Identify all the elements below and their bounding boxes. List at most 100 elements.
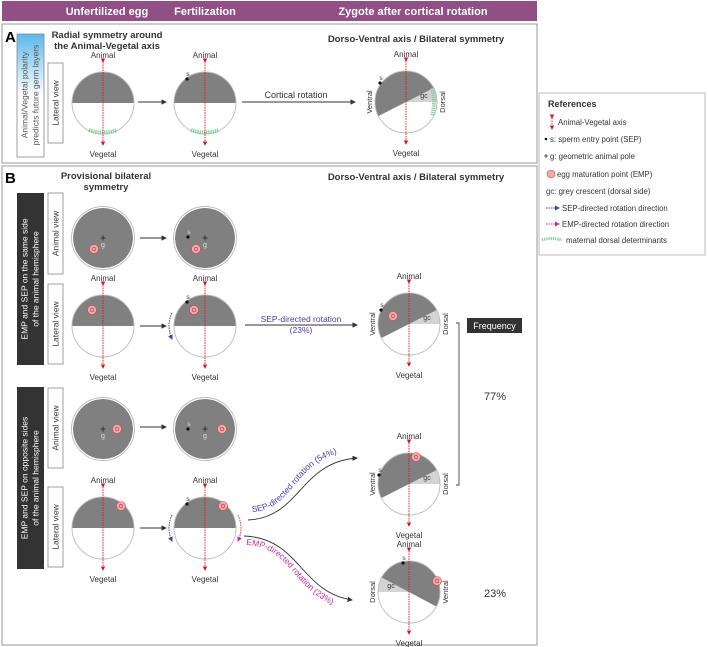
- polarity-note-line-1: Animal/Vegetal polarity: [20, 51, 30, 138]
- dorsal-label: Dorsal: [368, 581, 377, 603]
- dorsal-label: Dorsal: [441, 473, 450, 495]
- ventral-label: Ventral: [441, 580, 450, 604]
- legend: References Animal-Vegetal axis s: sperm e…: [538, 92, 706, 256]
- case-same-side-box: [17, 193, 44, 365]
- dorsal-label: Dorsal: [441, 313, 450, 335]
- sperm-entry-point: [186, 427, 190, 431]
- legend-item-label: maternal dorsal determinants: [566, 236, 667, 245]
- case-same-line-1: EMP and SEP on the same side: [20, 218, 30, 339]
- vegetal-label: Vegetal: [396, 531, 423, 540]
- egg-maturation-point: [191, 244, 201, 254]
- egg-b4-fertilized-lateral: Animal Vegetal s: [168, 476, 242, 584]
- b-row4-lateral-view-label: Lateral view: [51, 503, 61, 549]
- legend-item-label: egg maturation point (EMP): [557, 170, 653, 179]
- sperm-entry-label: s: [380, 302, 384, 309]
- animal-label: Animal: [193, 51, 218, 60]
- egg-a-fertilized: Animal Vegetal s: [173, 51, 237, 159]
- egg-maturation-point-core: [434, 578, 440, 584]
- emp-rotation-direction: [237, 514, 242, 542]
- frequency-label: Frequency: [473, 321, 516, 331]
- legend-item: egg maturation point (EMP): [546, 169, 653, 179]
- legend-item: SEP-directed rotation direction: [546, 204, 668, 213]
- sep-rotation-label-opposite: SEP-directed rotation (54%): [251, 446, 338, 514]
- panel-a-title-left-2: the Animal-Vegetal axis: [54, 41, 160, 52]
- panel-a-box: [1, 23, 538, 164]
- maternal-determinants: [430, 87, 436, 117]
- legend-item: EMP-directed rotation direction: [546, 220, 669, 229]
- vegetal-label: Vegetal: [192, 373, 219, 382]
- geometric-pole-icon: [544, 154, 548, 158]
- rotated-cortex: [378, 561, 440, 610]
- sep-rotation-label-same: SEP-directed rotation: [261, 314, 342, 324]
- animal-label: Animal: [91, 476, 116, 485]
- legend-title: References: [548, 99, 597, 109]
- cortical-rotation-label: Cortical rotation: [264, 90, 327, 100]
- panel-a-title-right: Dorso-Ventral axis / Bilateral symmetry: [328, 34, 505, 45]
- vegetal-label: Vegetal: [90, 373, 117, 382]
- geometric-pole-marker: [100, 235, 106, 241]
- egg-maturation-point-core: [390, 313, 396, 319]
- panel-a-letter: A: [5, 29, 16, 46]
- egg-maturation-point: [411, 452, 421, 462]
- egg-b2-fertilized-lateral: Animal Vegetal s: [168, 274, 237, 382]
- egg-maturation-point: [189, 305, 199, 315]
- egg-maturation-point-core: [118, 503, 124, 509]
- panel-b-title-left-1: Provisional bilateral: [61, 171, 151, 182]
- egg-maturation-point-core: [114, 426, 120, 432]
- animal-label: Animal: [397, 540, 422, 549]
- frequency-emp-value: 23%: [484, 588, 506, 600]
- frequency-sep-value: 77%: [484, 391, 506, 403]
- panel-b-title-right: Dorso-Ventral axis / Bilateral symmetry: [328, 172, 505, 183]
- sperm-entry-label: s: [186, 71, 190, 78]
- legend-item-label: s: sperm entry point (SEP): [550, 135, 642, 144]
- rotated-cortex: [378, 453, 440, 501]
- header-bar: [2, 1, 537, 21]
- sperm-entry-point: [378, 81, 382, 85]
- panel-a-lateral-view-box: [47, 62, 64, 144]
- sperm-entry-label: s: [187, 421, 191, 428]
- legend-item-label: Animal-Vegetal axis: [558, 118, 627, 127]
- panel-b-box: [1, 165, 538, 646]
- animal-label: Animal: [397, 432, 422, 441]
- egg-b4-zygote-emp: gc Animal Vegetal s Dorsal Ventral: [368, 540, 450, 647]
- rotated-cortex: [375, 71, 437, 119]
- sep-rotation-direction: [168, 312, 173, 340]
- egg-maturation-point-core: [193, 246, 199, 252]
- maternal-determinants-icon: [541, 237, 563, 242]
- panel-a-lateral-view-label: Lateral view: [51, 79, 61, 125]
- vegetal-label: Vegetal: [192, 150, 219, 159]
- egg-maturation-point-core: [89, 307, 95, 313]
- gc-label: gc: [420, 93, 428, 100]
- geometric-pole-label: g: [101, 242, 105, 249]
- sperm-entry-point: [185, 300, 189, 304]
- gc-label: gc: [423, 315, 431, 322]
- egg-maturation-point-core: [191, 307, 197, 313]
- egg-b1-unfertilized-animal: g: [71, 206, 135, 270]
- animal-label: Animal: [91, 51, 116, 60]
- b-row3-animal-view-label: Animal view: [51, 404, 61, 450]
- sperm-entry-point: [401, 561, 405, 565]
- geometric-pole-marker: [202, 235, 208, 241]
- case-opposite-line-2: of the animal hemisphere: [31, 430, 41, 526]
- sperm-entry-point: [186, 235, 190, 239]
- gc-label: gc: [387, 583, 395, 590]
- legend-item: s: sperm entry point (SEP): [544, 135, 642, 144]
- dorsal-label: Dorsal: [438, 91, 447, 113]
- legend-item: Animal-Vegetal axis: [549, 114, 627, 130]
- vegetal-label: Vegetal: [396, 639, 423, 647]
- header-fertilization: Fertilization: [174, 6, 236, 18]
- sperm-entry-point: [377, 473, 381, 477]
- frequency-header: [467, 318, 522, 333]
- egg-b3-fertilized-animal: gs: [173, 397, 237, 461]
- polarity-note-box: [16, 33, 45, 158]
- sep-rotation-direction: [168, 514, 173, 542]
- animal-label: Animal: [193, 476, 218, 485]
- b-row1-animal-view-box: [47, 192, 64, 275]
- egg-b2-unfertilized-lateral: Animal Vegetal: [71, 274, 135, 382]
- egg-maturation-point: [432, 576, 442, 586]
- panel-a-title-left-1: Radial symmetry around: [52, 30, 163, 41]
- b-row1-animal-view-label: Animal view: [51, 210, 61, 256]
- sperm-entry-label: s: [402, 555, 406, 562]
